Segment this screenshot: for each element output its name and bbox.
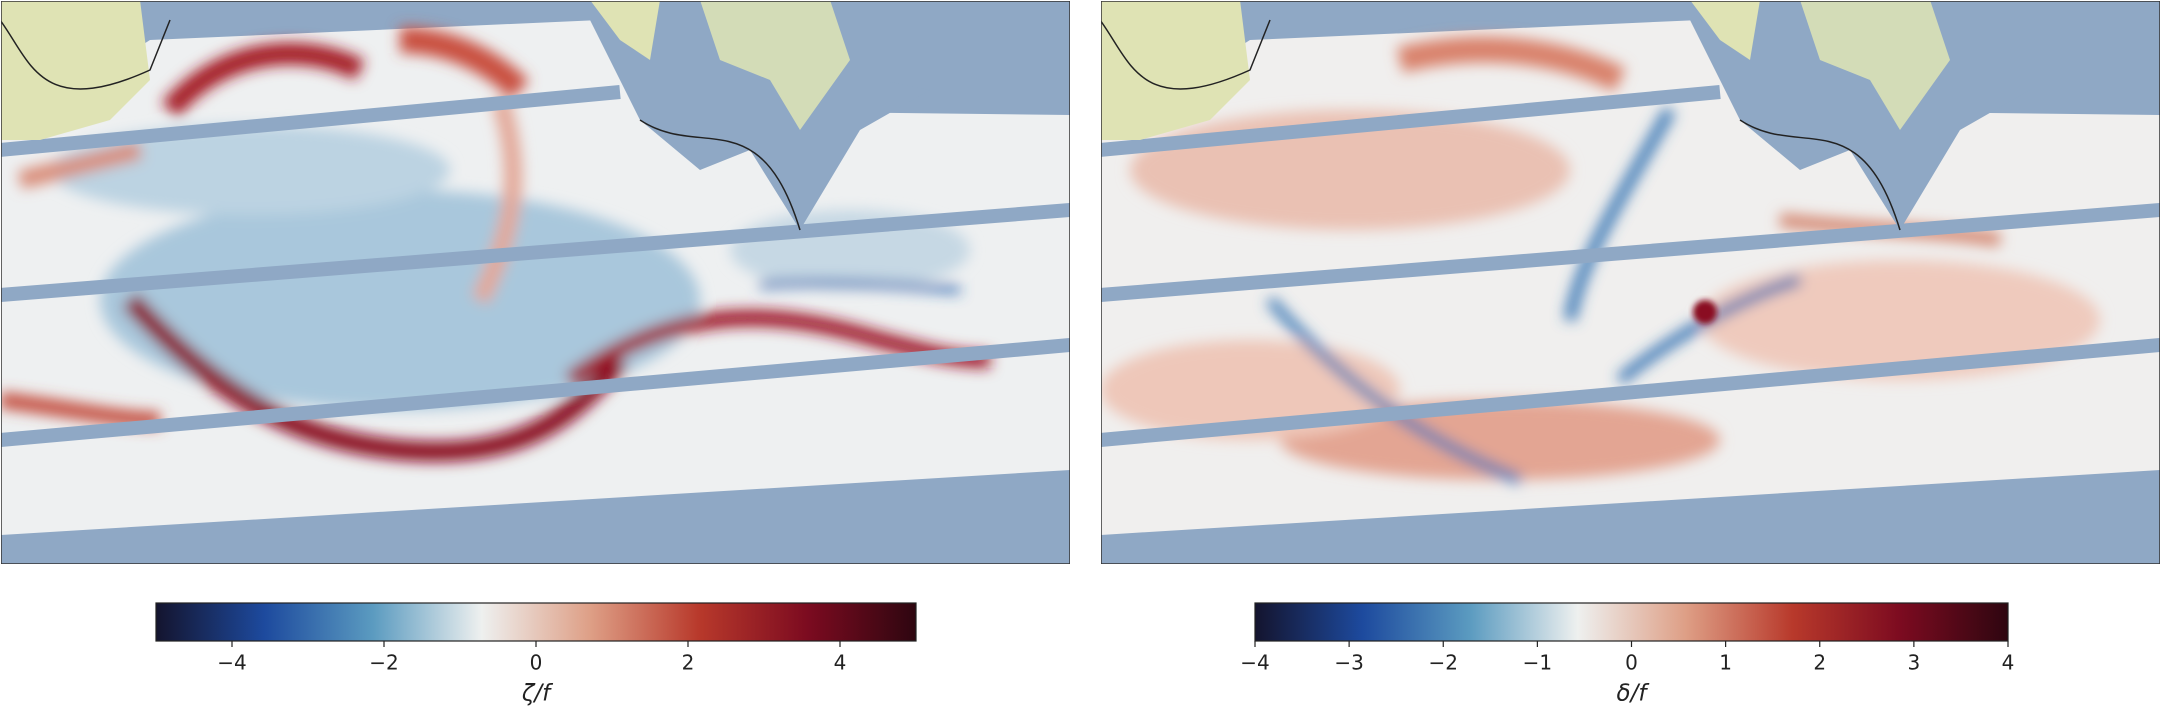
tick-label: 4 [834,651,847,675]
colorbar-label: δ/f [1617,681,1650,707]
tick-label: 0 [1625,651,1638,675]
colorbar-label: ζ/f [521,681,553,707]
tick-label: −2 [369,651,398,675]
tick-label: −4 [1240,651,1269,675]
map-panel-left [1,1,1070,564]
tick-label: 4 [2002,651,2015,675]
tick-label: −1 [1523,651,1552,675]
tick-label: −2 [1429,651,1458,675]
tick-label: 1 [1719,651,1732,675]
tick-label: −4 [217,651,246,675]
tick-label: 3 [1908,651,1921,675]
tick-label: 0 [530,651,543,675]
colorbar [155,602,917,642]
colorbar [1254,602,2009,642]
tick-label: 2 [1813,651,1826,675]
map-panel-right [1101,1,2160,564]
tick-label: −3 [1334,651,1363,675]
tick-label: 2 [682,651,695,675]
